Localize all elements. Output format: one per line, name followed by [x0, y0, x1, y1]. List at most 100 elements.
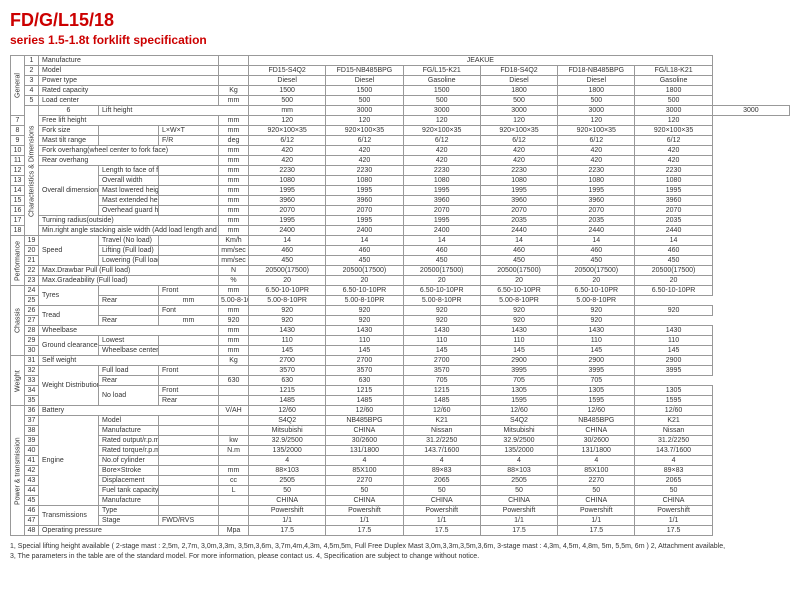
data-cell: 50 [635, 486, 712, 496]
row-l2: Model [99, 416, 159, 426]
data-cell: Mitsubishi [249, 426, 326, 436]
row-l2: Rated output/r.p.m [99, 436, 159, 446]
row-l2: Mast lowered height [99, 186, 159, 196]
data-cell: Powershift [558, 506, 635, 516]
data-cell: Nissan [635, 426, 712, 436]
data-cell: FD18-NB485BPG [558, 66, 635, 76]
row-num: 23 [25, 276, 39, 286]
data-cell: 1/1 [635, 516, 712, 526]
row-l3 [159, 486, 219, 496]
data-cell: 120 [403, 116, 480, 126]
row-l2: Stage [99, 516, 159, 526]
row-num: 1 [25, 56, 39, 66]
data-cell: 1430 [249, 326, 326, 336]
data-cell: 920 [480, 306, 557, 316]
data-cell: CHINA [249, 496, 326, 506]
row-num: 6 [39, 106, 99, 116]
data-cell: 85X100 [326, 466, 403, 476]
page-title: FD/G/L15/18 [10, 10, 790, 31]
row-num: 42 [25, 466, 39, 476]
row-num: 18 [11, 226, 25, 236]
data-cell: 20 [480, 276, 557, 286]
row-unit: V/AH [219, 406, 249, 416]
data-cell: 6.50-10-10PR [403, 286, 480, 296]
data-cell: 110 [635, 336, 712, 346]
row-unit: Kg [219, 86, 249, 96]
data-cell: K21 [403, 416, 480, 426]
data-cell: 420 [403, 156, 480, 166]
data-cell: 6.50-10-10PR [249, 286, 326, 296]
data-cell: 12/60 [635, 406, 712, 416]
row-l2: No.of cylinder [99, 456, 159, 466]
data-cell: S4Q2 [480, 416, 557, 426]
data-cell: Gasoline [635, 76, 712, 86]
data-cell: 120 [249, 116, 326, 126]
data-cell: 2700 [403, 356, 480, 366]
data-cell: Powershift [326, 506, 403, 516]
row-num: 4 [25, 86, 39, 96]
row-l2: Full load [99, 366, 159, 376]
data-cell: 3995 [558, 366, 635, 376]
cat-general: General [11, 56, 25, 116]
data-cell: 6/12 [558, 136, 635, 146]
data-cell: Nissan [403, 426, 480, 436]
data-cell: 1595 [635, 396, 712, 406]
data-cell: 1215 [403, 386, 480, 396]
row-l2: Displacement [99, 476, 159, 486]
data-cell: 630 [249, 376, 326, 386]
data-cell: 20 [403, 276, 480, 286]
row-unit: mm [219, 226, 249, 236]
row-l3 [159, 466, 219, 476]
row-l3: Rear [99, 376, 159, 386]
data-cell: 920 [326, 316, 403, 326]
data-cell: 2230 [403, 166, 480, 176]
row-unit: mm [219, 216, 249, 226]
data-cell: 2070 [558, 206, 635, 216]
row-l2: Lowest [99, 336, 159, 346]
row-num: 16 [11, 206, 25, 216]
row-l3: Front [159, 286, 219, 296]
data-cell: 3960 [249, 196, 326, 206]
row-num: 34 [25, 386, 39, 396]
row-l1: Transmissions [39, 506, 99, 526]
data-cell: 450 [635, 256, 712, 266]
data-cell: 3000 [480, 106, 557, 116]
row-unit [219, 396, 249, 406]
row-l1: Self weight [39, 356, 219, 366]
row-l1: Mast tilt range [39, 136, 99, 146]
data-cell: 500 [326, 96, 403, 106]
data-cell: 450 [249, 256, 326, 266]
row-unit [159, 376, 219, 386]
row-l2 [99, 136, 159, 146]
row-l1: Min.right angle stacking aisle width (Ad… [39, 226, 219, 236]
row-l1: Engine [39, 416, 99, 506]
row-unit: % [219, 276, 249, 286]
data-cell: 460 [326, 246, 403, 256]
data-cell: 88×103 [480, 466, 557, 476]
data-cell: FG/L15-K21 [403, 66, 480, 76]
row-unit: mm [219, 166, 249, 176]
row-num: 19 [25, 236, 39, 246]
data-cell: 3570 [403, 366, 480, 376]
footnote-1: 1, Special lifting height available ( 2-… [10, 542, 790, 552]
data-cell: 2230 [558, 166, 635, 176]
data-cell: 920×100×35 [249, 126, 326, 136]
data-cell: 120 [480, 116, 557, 126]
data-cell: CHINA [480, 496, 557, 506]
data-cell: CHINA [326, 426, 403, 436]
row-unit: Kg [219, 356, 249, 366]
data-cell: 1800 [558, 86, 635, 96]
row-unit: mm [219, 346, 249, 356]
data-cell: 2700 [249, 356, 326, 366]
data-cell: 135/2000 [480, 446, 557, 456]
row-l2 [99, 286, 159, 296]
data-cell: 17.5 [326, 526, 403, 536]
row-l3 [159, 246, 219, 256]
row-l1: Lift height [99, 106, 249, 116]
data-cell: CHINA [326, 496, 403, 506]
data-cell: 30/2600 [326, 436, 403, 446]
row-l3 [159, 426, 219, 436]
row-l3 [159, 196, 219, 206]
row-num: 5 [25, 96, 39, 106]
row-l1: Fork size [39, 126, 99, 136]
